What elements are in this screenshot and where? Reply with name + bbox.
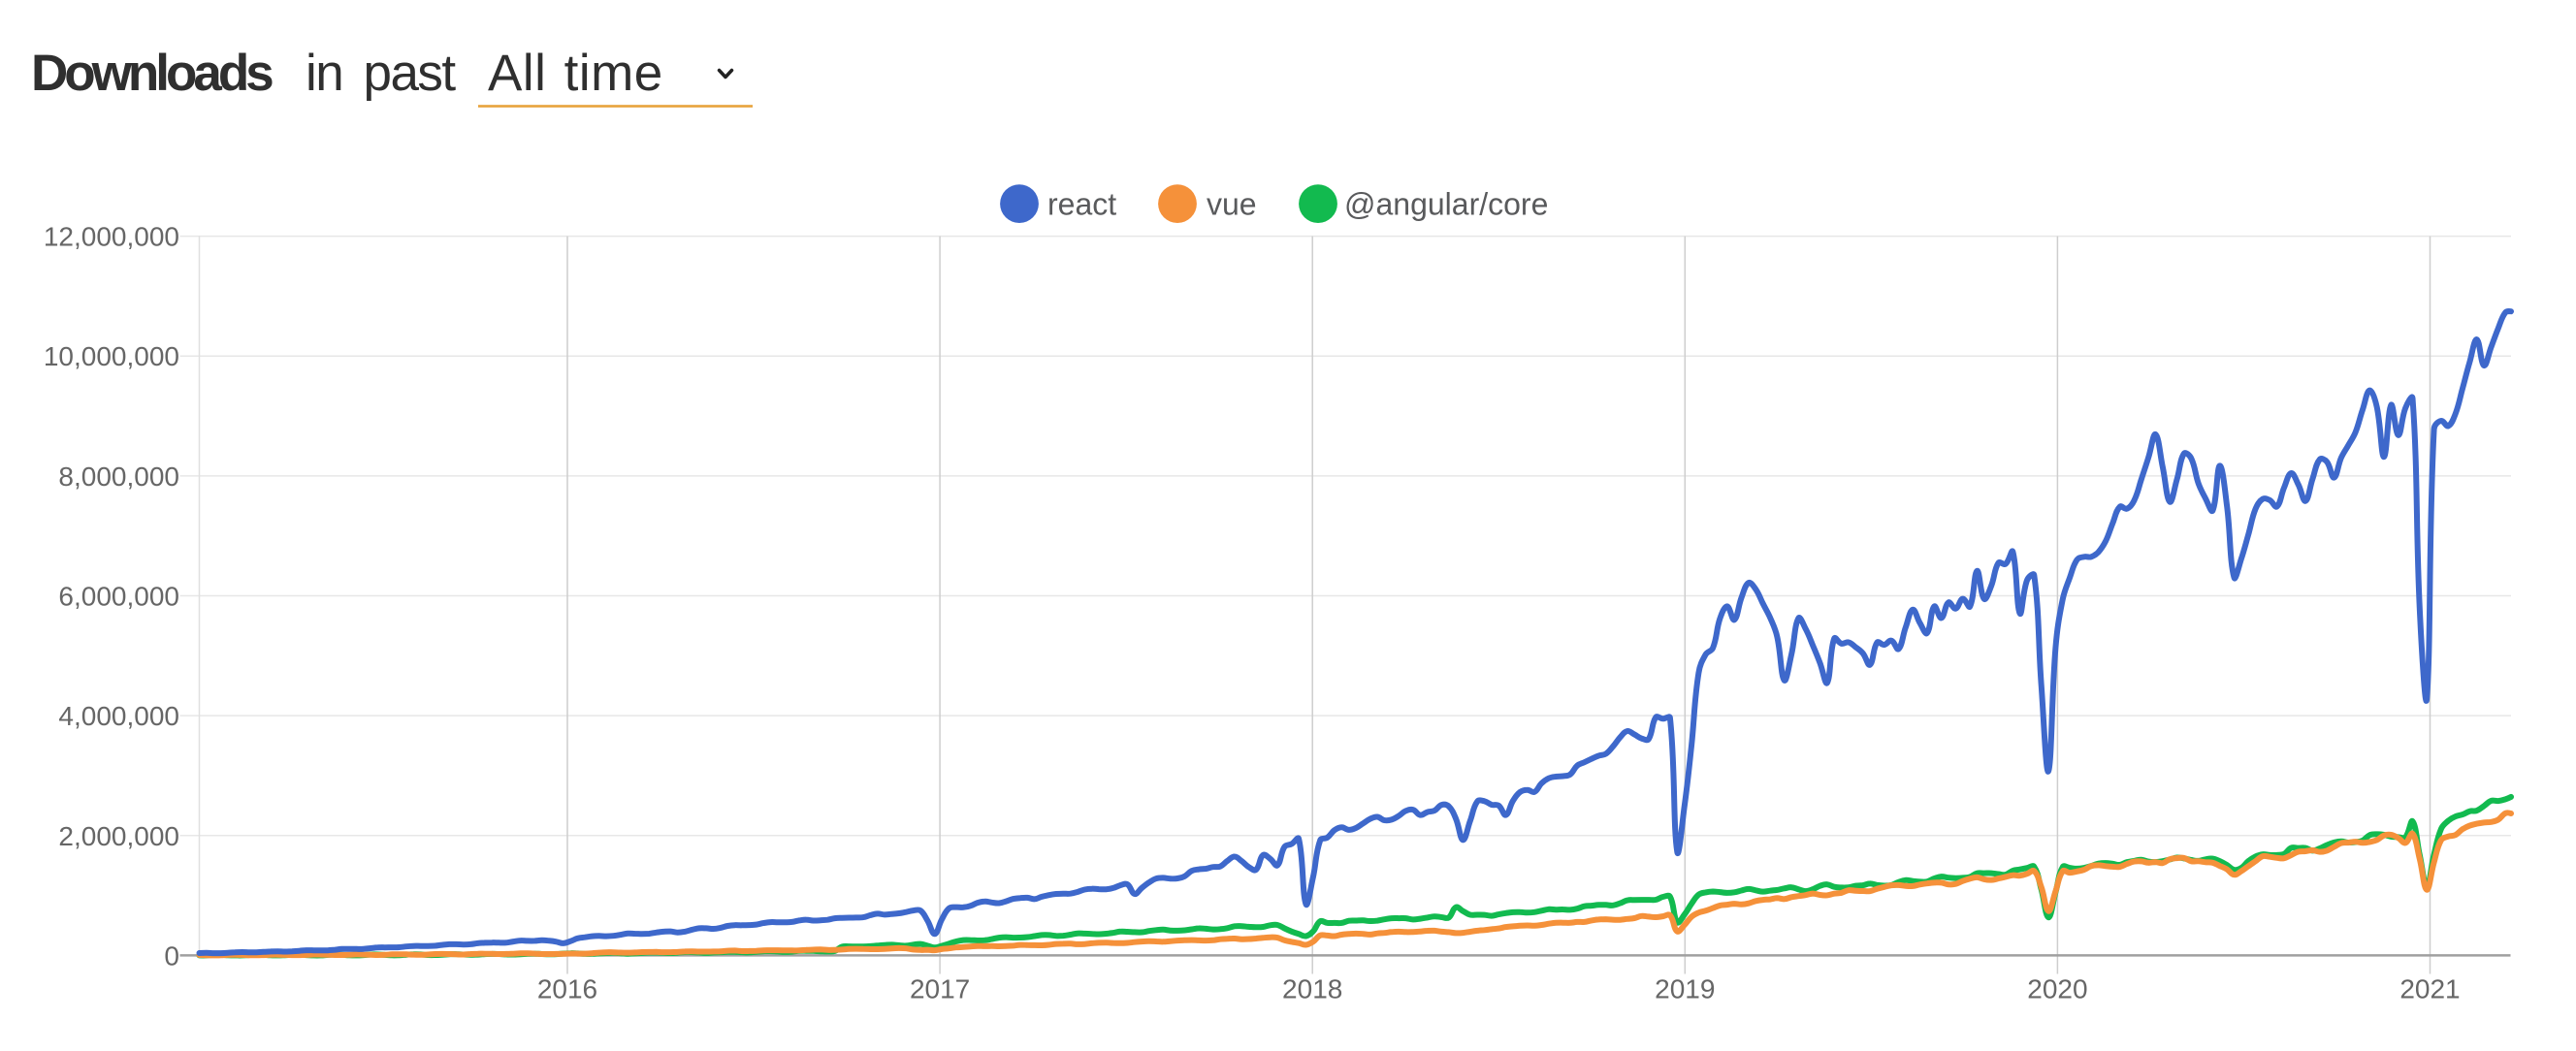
svg-text:4,000,000: 4,000,000 (58, 701, 179, 731)
svg-text:2020: 2020 (2027, 974, 2087, 1004)
svg-text:8,000,000: 8,000,000 (58, 462, 179, 492)
svg-text:@angular/core: @angular/core (1344, 187, 1548, 222)
svg-text:2019: 2019 (1655, 974, 1715, 1004)
svg-text:12,000,000: 12,000,000 (44, 222, 179, 252)
svg-text:2016: 2016 (537, 974, 597, 1004)
svg-text:react: react (1047, 187, 1116, 222)
svg-text:10,000,000: 10,000,000 (44, 341, 179, 371)
svg-text:2017: 2017 (910, 974, 970, 1004)
svg-text:6,000,000: 6,000,000 (58, 582, 179, 612)
svg-text:0: 0 (164, 940, 179, 971)
svg-text:Downloads: Downloads (31, 45, 273, 102)
svg-text:2018: 2018 (1282, 974, 1342, 1004)
svg-text:2021: 2021 (2399, 974, 2460, 1004)
svg-text:All time: All time (488, 45, 663, 102)
svg-text:vue: vue (1207, 187, 1257, 222)
svg-text:2,000,000: 2,000,000 (58, 821, 179, 851)
svg-text:in past: in past (306, 45, 456, 102)
